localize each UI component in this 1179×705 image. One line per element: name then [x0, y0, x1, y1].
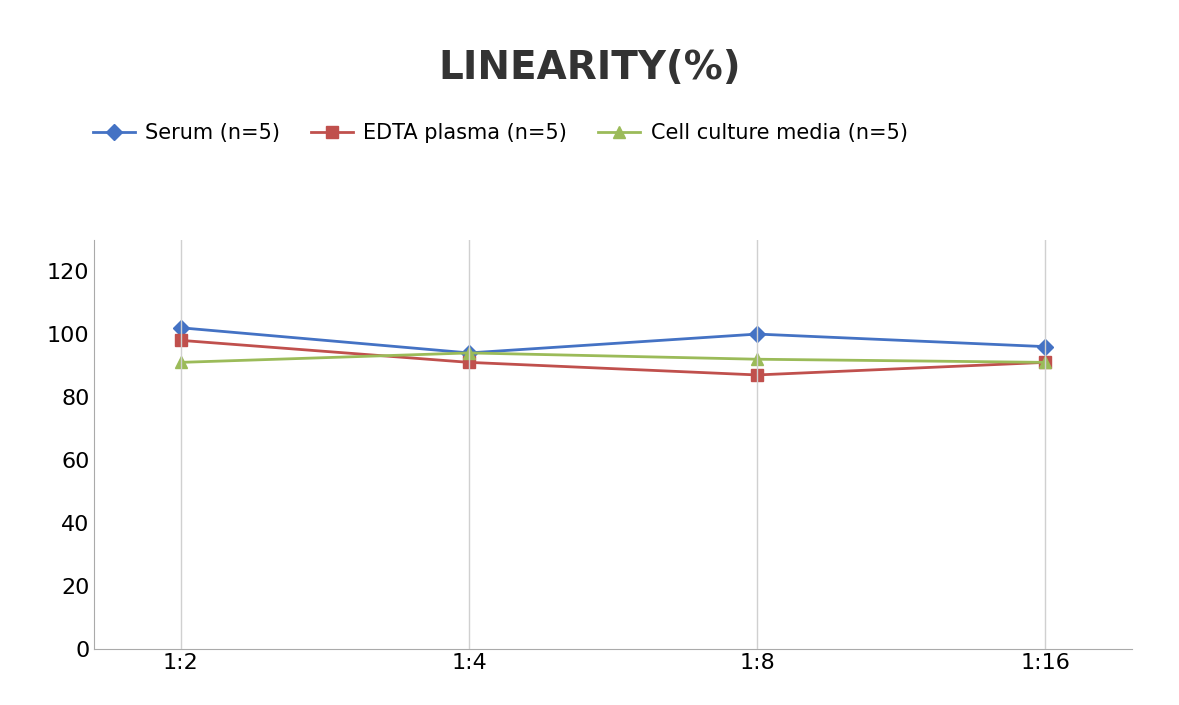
- Line: EDTA plasma (n=5): EDTA plasma (n=5): [176, 335, 1050, 381]
- Cell culture media (n=5): [462, 349, 476, 357]
- EDTA plasma (n=5): [750, 371, 764, 379]
- Cell culture media (n=5): [1039, 358, 1053, 367]
- Serum (n=5): [750, 330, 764, 338]
- Line: Serum (n=5): Serum (n=5): [176, 322, 1050, 358]
- Serum (n=5): [462, 349, 476, 357]
- Cell culture media (n=5): [173, 358, 187, 367]
- Serum (n=5): [1039, 343, 1053, 351]
- Cell culture media (n=5): [750, 355, 764, 364]
- Serum (n=5): [173, 324, 187, 332]
- EDTA plasma (n=5): [1039, 358, 1053, 367]
- Line: Cell culture media (n=5): Cell culture media (n=5): [176, 348, 1050, 368]
- EDTA plasma (n=5): [173, 336, 187, 345]
- Text: LINEARITY(%): LINEARITY(%): [439, 49, 740, 87]
- EDTA plasma (n=5): [462, 358, 476, 367]
- Legend: Serum (n=5), EDTA plasma (n=5), Cell culture media (n=5): Serum (n=5), EDTA plasma (n=5), Cell cul…: [93, 123, 908, 143]
